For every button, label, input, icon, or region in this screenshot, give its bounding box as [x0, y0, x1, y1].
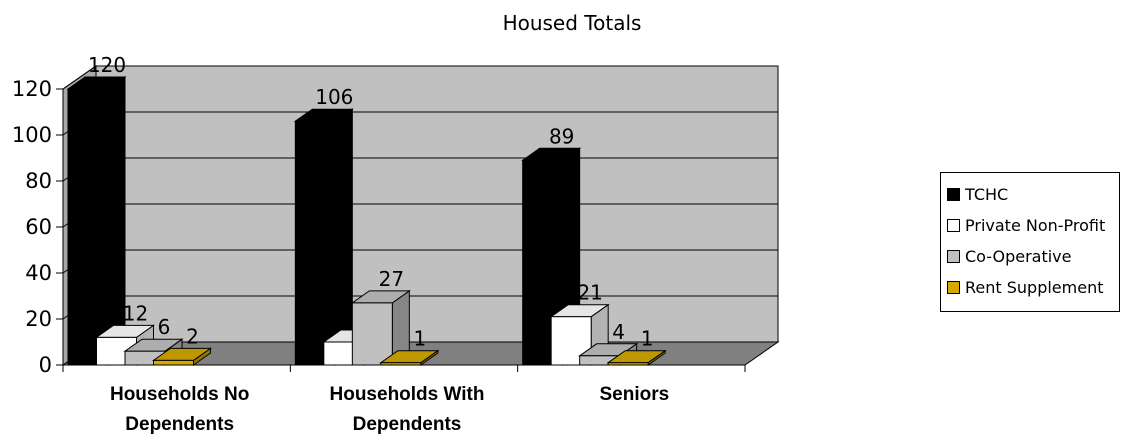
- data-label: 2: [186, 324, 199, 348]
- data-label: 106: [315, 85, 353, 109]
- legend-swatch: [947, 250, 960, 263]
- x-tick-label: Seniors: [599, 384, 669, 405]
- y-tick-label: 0: [39, 353, 52, 377]
- x-tick-label: Households No: [110, 384, 249, 405]
- legend-item: Private Non-Profit: [947, 210, 1119, 241]
- data-label: 1: [641, 327, 654, 351]
- legend-swatch: [947, 281, 960, 294]
- y-tick-label: 100: [12, 123, 52, 147]
- y-tick-label: 40: [25, 261, 52, 285]
- bar: [351, 302, 393, 366]
- data-label: 120: [88, 53, 126, 77]
- y-tick-label: 80: [25, 169, 52, 193]
- legend-swatch: [947, 188, 960, 201]
- legend-label: Private Non-Profit: [965, 216, 1106, 235]
- data-label: 1: [413, 327, 426, 351]
- plot-area: 0 20 40 60 80 100 120 120 12 6 2 Households No Depen…: [12, 53, 780, 435]
- y-tick-label: 120: [12, 77, 52, 101]
- legend-label: Co-Operative: [965, 247, 1072, 266]
- bar: [380, 362, 422, 366]
- chart-title: Housed Totals: [503, 11, 642, 35]
- x-tick-label: Dependents: [353, 414, 462, 435]
- bar: [153, 359, 194, 366]
- legend-item: Rent Supplement: [947, 272, 1119, 303]
- data-label: 89: [549, 124, 574, 148]
- legend-item: Co-Operative: [947, 241, 1119, 272]
- data-label: 6: [158, 315, 171, 339]
- legend-item: TCHC: [947, 179, 1119, 210]
- data-label: 12: [123, 301, 148, 325]
- legend-label: TCHC: [965, 185, 1009, 204]
- data-label: 27: [379, 267, 404, 291]
- legend-swatch: [947, 219, 960, 232]
- data-label: 4: [612, 320, 625, 344]
- legend-label: Rent Supplement: [965, 278, 1104, 297]
- x-tick-label: Households With: [330, 384, 485, 405]
- data-label: 21: [577, 281, 602, 305]
- bar: [607, 362, 649, 366]
- y-tick-label: 60: [25, 215, 52, 239]
- gridline: [62, 65, 778, 90]
- bar: [294, 120, 336, 366]
- x-tick-label: Dependents: [125, 414, 234, 435]
- legend: TCHC Private Non-Profit Co-Operative Rent S…: [940, 172, 1120, 312]
- y-tick-label: 20: [25, 307, 52, 331]
- bar: [67, 88, 109, 366]
